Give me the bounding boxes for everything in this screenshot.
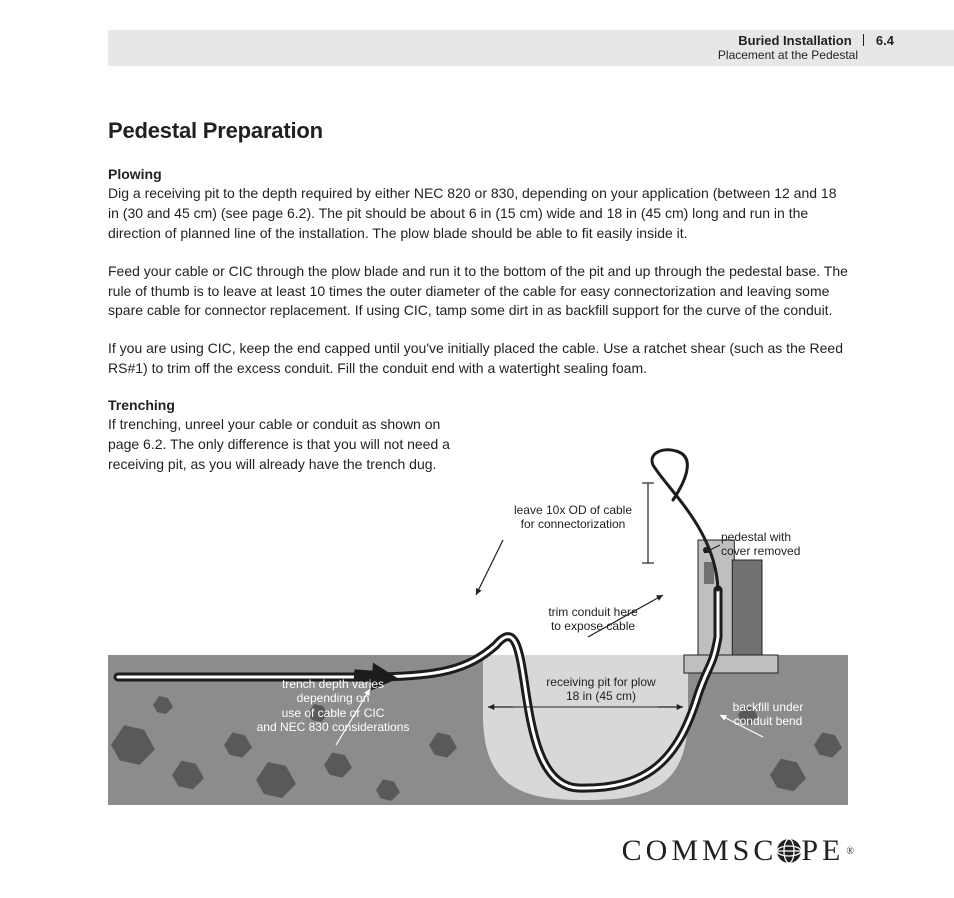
- header-section-title: Buried Installation: [738, 33, 851, 48]
- installation-diagram: leave 10x OD of cablefor connectorizatio…: [108, 445, 848, 805]
- diagram-svg: [108, 445, 848, 805]
- logo-globe-icon: [775, 837, 803, 865]
- logo-text-2: PE: [801, 834, 844, 868]
- page-title: Pedestal Preparation: [108, 118, 848, 144]
- plowing-paragraph-1: Dig a receiving pit to the depth require…: [108, 184, 848, 244]
- plowing-heading: Plowing: [108, 166, 848, 182]
- trenching-heading: Trenching: [108, 397, 848, 413]
- header-subtitle: Placement at the Pedestal: [718, 49, 894, 63]
- header-bar: Buried Installation 6.4 Placement at the…: [108, 30, 954, 66]
- header-separator: [863, 34, 864, 46]
- page-content: Pedestal Preparation Plowing Dig a recei…: [108, 118, 848, 493]
- header-text: Buried Installation 6.4 Placement at the…: [718, 34, 894, 63]
- header-section-number: 6.4: [876, 33, 894, 48]
- commscope-logo: COMMSC PE ®: [622, 834, 854, 868]
- plowing-paragraph-2: Feed your cable or CIC through the plow …: [108, 262, 848, 322]
- label-backfill: backfill underconduit bend: [713, 700, 823, 729]
- logo-registered: ®: [846, 846, 854, 857]
- label-pit: receiving pit for plow18 in (45 cm): [526, 675, 676, 704]
- label-od: leave 10x OD of cablefor connectorizatio…: [498, 503, 648, 532]
- label-trench: trench depth variesdepending onuse of ca…: [238, 677, 428, 735]
- label-pedestal: pedestal withcover removed: [721, 530, 831, 559]
- logo-text-1: COMMSC: [622, 834, 778, 868]
- plowing-paragraph-3: If you are using CIC, keep the end cappe…: [108, 339, 848, 379]
- label-trim: trim conduit hereto expose cable: [528, 605, 658, 634]
